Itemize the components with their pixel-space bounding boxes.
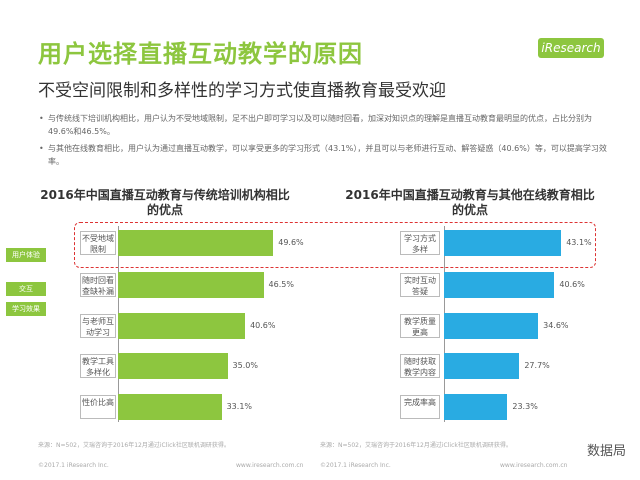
bullet: 与其他在线教育相比，用户认为通过直播互动教学，可以享受更多的学习形式（43.1%… <box>39 142 608 168</box>
chart-title: 2016年中国直播互动教育与传统培训机构相比的优点 <box>40 188 290 217</box>
website: www.iresearch.com.cn <box>500 462 568 469</box>
category-label: 学习方式多样 <box>400 231 440 255</box>
bar <box>444 313 539 339</box>
category-label: 不受地域限制 <box>80 231 116 255</box>
bullet: 与传统线下培训机构相比，用户认为不受地域限制，足不出户即可学习以及可以随时回看，… <box>39 112 608 138</box>
logo: iResearch <box>538 38 604 58</box>
bar <box>444 394 508 420</box>
bar <box>118 394 222 420</box>
category-label: 教学工具多样化 <box>80 354 116 378</box>
bar <box>118 230 274 256</box>
value-label: 49.6% <box>278 238 304 247</box>
category-label: 与老师互动学习 <box>80 314 116 338</box>
value-label: 34.6% <box>543 321 569 330</box>
bar <box>444 230 562 256</box>
bar <box>118 353 228 379</box>
source: 来源：N=502，艾瑞咨询于2016年12月通过iClick社区联机调研获得。 <box>320 442 512 449</box>
category-label: 性价比高 <box>80 395 116 419</box>
side-tag: 学习效果 <box>6 302 46 316</box>
category-label: 教学质量更高 <box>400 314 440 338</box>
bar <box>118 313 246 339</box>
bar <box>444 272 555 298</box>
value-label: 35.0% <box>232 361 258 370</box>
value-label: 40.6% <box>250 321 276 330</box>
highlight-box <box>74 222 596 268</box>
subtitle: 不受空间限制和多样性的学习方式使直播教育最受欢迎 <box>38 81 446 101</box>
value-label: 46.5% <box>268 280 294 289</box>
value-label: 27.7% <box>524 361 550 370</box>
source: 来源：N=502，艾瑞咨询于2016年12月通过iClick社区联机调研获得。 <box>38 442 230 449</box>
chart-title: 2016年中国直播互动教育与其他在线教育相比的优点 <box>345 188 595 217</box>
side-tag: 用户体验 <box>6 248 46 262</box>
title: 用户选择直播互动教学的原因 <box>38 40 363 68</box>
side-tag: 交互 <box>6 282 46 296</box>
category-label: 实时互动答疑 <box>400 273 440 297</box>
category-label: 随时回看查缺补漏 <box>80 273 116 297</box>
bar <box>118 272 264 298</box>
value-label: 40.6% <box>559 280 585 289</box>
value-label: 23.3% <box>512 402 538 411</box>
value-label: 33.1% <box>226 402 253 411</box>
value-label: 43.1% <box>566 238 592 247</box>
category-label: 随时获取教学内容 <box>400 354 440 378</box>
watermark: 数据局 <box>586 444 626 459</box>
bar <box>444 353 520 379</box>
copyright: ©2017.1 iResearch Inc. <box>38 462 109 469</box>
website: www.iresearch.com.cn <box>236 462 304 469</box>
category-label: 完成率高 <box>400 395 440 419</box>
copyright: ©2017.1 iResearch Inc. <box>320 462 391 469</box>
